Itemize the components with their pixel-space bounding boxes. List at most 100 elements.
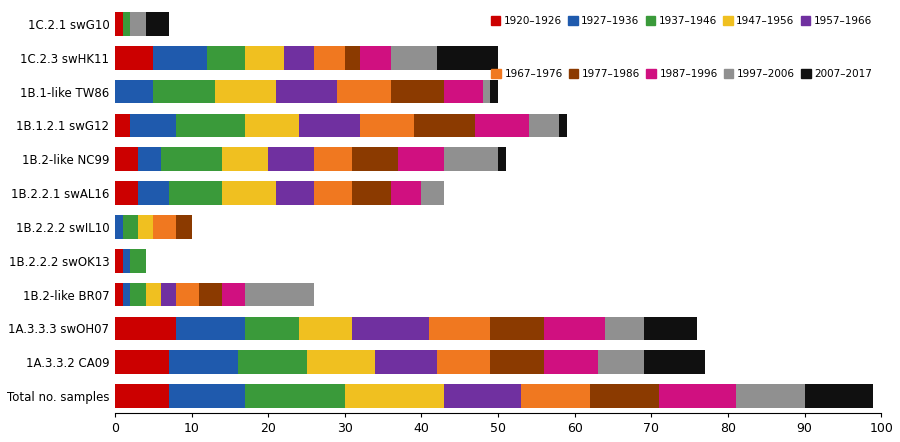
Bar	[606, 316, 644, 340]
Bar	[207, 46, 245, 69]
Bar	[590, 384, 659, 408]
Bar	[644, 316, 698, 340]
Bar	[122, 12, 130, 36]
Bar	[353, 181, 391, 205]
Bar	[528, 114, 559, 137]
Bar	[168, 384, 245, 408]
Bar	[445, 147, 498, 171]
Bar	[214, 80, 276, 103]
Bar	[314, 181, 353, 205]
Bar	[436, 46, 498, 69]
Bar	[199, 283, 222, 306]
Bar	[146, 283, 161, 306]
Bar	[245, 46, 284, 69]
Bar	[482, 80, 491, 103]
Bar	[176, 283, 199, 306]
Bar	[338, 80, 391, 103]
Bar	[122, 215, 138, 239]
Bar	[176, 316, 245, 340]
Bar	[353, 147, 399, 171]
Bar	[491, 316, 544, 340]
Bar	[115, 249, 122, 273]
Bar	[544, 351, 598, 374]
Bar	[360, 114, 414, 137]
Bar	[168, 181, 222, 205]
Bar	[168, 351, 238, 374]
Bar	[391, 181, 421, 205]
Bar	[115, 181, 138, 205]
Bar	[436, 351, 491, 374]
Bar	[238, 351, 307, 374]
Bar	[245, 384, 345, 408]
Bar	[491, 80, 498, 103]
Bar	[153, 46, 207, 69]
Bar	[138, 181, 168, 205]
Bar	[429, 316, 490, 340]
Bar	[735, 384, 805, 408]
Bar	[659, 384, 735, 408]
Bar	[399, 147, 445, 171]
Bar	[222, 181, 276, 205]
Bar	[176, 114, 245, 137]
Bar	[276, 181, 314, 205]
Bar	[115, 46, 153, 69]
Bar	[491, 351, 544, 374]
Bar	[115, 12, 122, 36]
Bar	[498, 147, 506, 171]
Bar	[353, 316, 429, 340]
Bar	[345, 384, 445, 408]
Bar	[314, 147, 353, 171]
Bar	[414, 114, 475, 137]
Bar	[475, 114, 528, 137]
Bar	[115, 351, 168, 374]
Bar	[130, 12, 146, 36]
Bar	[245, 316, 299, 340]
Bar	[360, 46, 391, 69]
Bar	[115, 147, 138, 171]
Bar	[122, 249, 130, 273]
Bar	[245, 114, 299, 137]
Bar	[138, 215, 153, 239]
Bar	[222, 147, 268, 171]
Bar	[544, 316, 606, 340]
Bar	[284, 46, 314, 69]
Bar	[421, 181, 445, 205]
Bar	[345, 46, 360, 69]
Bar	[115, 114, 130, 137]
Bar	[161, 283, 176, 306]
Bar	[445, 80, 482, 103]
Bar	[521, 384, 590, 408]
Bar	[115, 384, 168, 408]
Bar	[115, 283, 122, 306]
Bar	[445, 384, 521, 408]
Bar	[268, 147, 314, 171]
Bar	[153, 215, 176, 239]
Bar	[146, 12, 168, 36]
Bar	[161, 147, 222, 171]
Bar	[115, 215, 122, 239]
Bar	[115, 316, 176, 340]
Bar	[115, 80, 153, 103]
Bar	[130, 114, 176, 137]
Bar	[176, 215, 192, 239]
Bar	[598, 351, 644, 374]
Bar	[375, 351, 436, 374]
Bar	[805, 384, 874, 408]
Bar	[138, 147, 161, 171]
Bar	[222, 283, 245, 306]
Bar	[299, 114, 360, 137]
Bar	[307, 351, 375, 374]
Bar	[391, 80, 445, 103]
Bar	[245, 283, 314, 306]
Bar	[130, 283, 146, 306]
Bar	[644, 351, 705, 374]
Bar	[314, 46, 345, 69]
Bar	[122, 283, 130, 306]
Bar	[276, 80, 338, 103]
Bar	[299, 316, 353, 340]
Bar	[559, 114, 567, 137]
Bar	[391, 46, 436, 69]
Bar	[130, 249, 146, 273]
Bar	[153, 80, 214, 103]
Legend: 1967–1976, 1977–1986, 1987–1996, 1997–2006, 2007–2017: 1967–1976, 1977–1986, 1987–1996, 1997–20…	[491, 69, 872, 79]
